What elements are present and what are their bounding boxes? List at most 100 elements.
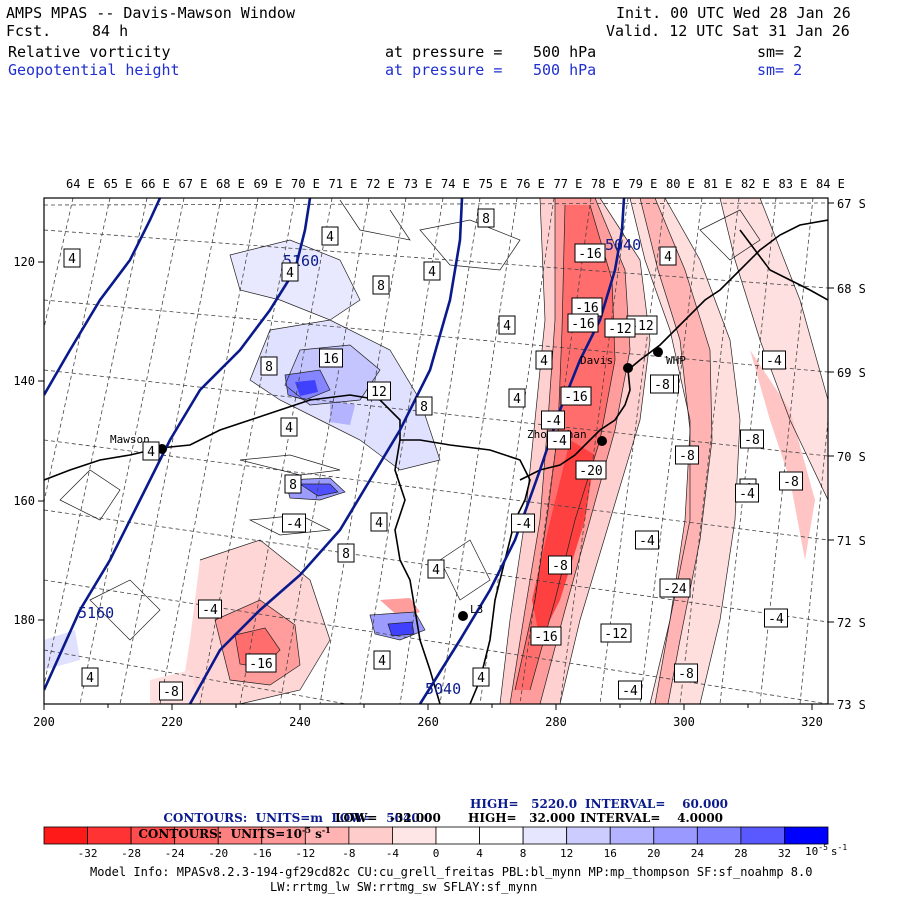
init-time: Init. 00 UTC Wed 28 Jan 26	[616, 4, 851, 22]
plot-frame	[43, 197, 829, 705]
whp-label: WHP	[666, 354, 686, 367]
vorticity-label: -4	[768, 612, 784, 627]
vorticity-label-box	[508, 388, 526, 408]
vorticity-label: -8	[654, 378, 670, 393]
lon-label: 75 E	[479, 177, 508, 191]
axis-ticks	[38, 202, 834, 710]
lon-label: 82 E	[741, 177, 770, 191]
vorticity-label-box	[142, 441, 160, 461]
y-tick-label: 120	[13, 255, 35, 269]
vorticity-label-box	[282, 513, 306, 533]
vorticity-label: 4	[428, 265, 436, 280]
vorticity-label: 4	[286, 266, 294, 281]
l3-marker[interactable]	[458, 611, 468, 621]
colorbar-label: 20	[647, 847, 660, 860]
colorbar-swatch	[784, 826, 829, 845]
x-tick-label: 300	[673, 715, 695, 729]
vorticity-label-box	[498, 315, 516, 335]
model-info-2: LW:rrtmg_lw SW:rrtmg_sw SFLAY:sf_mynn	[270, 880, 538, 894]
lon-label: 73 E	[404, 177, 433, 191]
davis-marker[interactable]	[623, 363, 633, 373]
height-label: 5160	[78, 604, 114, 622]
lon-label: 69 E	[254, 177, 283, 191]
vorticity-contour-info: CONTOURS: UNITS=10-5 s-1	[130, 811, 330, 841]
vorticity-label: -8	[744, 433, 760, 448]
vorticity-units-s: s	[315, 827, 322, 841]
vorticity-label: -16	[564, 390, 587, 405]
height-contour-units: CONTOURS: UNITS=m LOW= 5040.0	[163, 811, 433, 825]
map-plot-area: Mawson Davis WHP Zhongshan L3 5160 5040 …	[44, 198, 828, 704]
lat-label: 71 S	[837, 534, 866, 548]
vorticity-label: 4	[68, 252, 76, 267]
vorticity-label: -8	[783, 475, 799, 490]
y-tick-label: 160	[13, 494, 35, 508]
vorticity-label: 8	[289, 478, 297, 493]
height-label: 5040	[605, 236, 641, 254]
vorticity-label-box	[548, 555, 572, 575]
vorticity-contour-interval: INTERVAL= 4.0000	[580, 811, 724, 825]
height-contour-high: HIGH= 5220.0	[470, 797, 578, 811]
x-tick-label: 240	[289, 715, 311, 729]
lon-label: 68 E	[216, 177, 245, 191]
colorbar-label: -32	[78, 847, 98, 860]
vorticity-label-box	[659, 578, 691, 598]
lon-label: 72 E	[366, 177, 395, 191]
colorbar-swatch	[348, 826, 393, 845]
lat-label: 70 S	[837, 450, 866, 464]
lon-label: 66 E	[141, 177, 170, 191]
colorbar-swatch	[609, 826, 655, 845]
colorbar-swatch	[696, 826, 742, 845]
lon-label: 81 E	[704, 177, 733, 191]
vorticity-label-box	[319, 348, 343, 368]
colorbar-swatch	[392, 826, 437, 845]
vorticity-label-box	[81, 667, 99, 687]
colorbar-swatch	[740, 826, 785, 845]
vorticity-label: 4	[375, 516, 383, 531]
vorticity-label-box	[530, 626, 562, 646]
whp-marker[interactable]	[653, 347, 663, 357]
vorticity-label: 4	[477, 671, 485, 686]
model-info: Model Info: MPASv8.2.3-194-gf29cd82c CU:…	[90, 865, 813, 879]
height-contour-info: CONTOURS: UNITS=m LOW= 5040.0	[155, 797, 432, 825]
x-tick-label: 200	[33, 715, 55, 729]
vorticity-label: 8	[420, 400, 428, 415]
lon-label: 76 E	[516, 177, 545, 191]
colorbar-labels: -32 -28 -24 -20 -16 -12 -8 -4 0 4 8 12 16 20 24 28 32	[78, 847, 791, 860]
vorticity-label-box	[367, 381, 391, 401]
colorbar-swatch	[43, 826, 88, 845]
vorticity-label: 8	[377, 279, 385, 294]
vorticity-label-box	[281, 262, 299, 282]
colorbar-label: 16	[604, 847, 617, 860]
vorticity-label-box	[63, 248, 81, 268]
y-axis-labels: 120 140 160 180	[13, 255, 35, 627]
vorticity-label-box	[159, 681, 183, 701]
vorticity-label: -8	[552, 559, 568, 574]
pressure-value-2: 500 hPa	[533, 61, 597, 79]
vorticity-label: 8	[482, 212, 490, 227]
vorticity-label-box	[635, 530, 659, 550]
vorticity-label: -20	[579, 464, 602, 479]
vorticity-label: 4	[378, 654, 386, 669]
lon-label: 67 E	[179, 177, 208, 191]
colorbar-swatch	[522, 826, 568, 845]
vorticity-label: -16	[571, 317, 594, 332]
forecast-label: Fcst.	[6, 22, 52, 40]
vorticity-label-box	[284, 474, 302, 494]
field-vorticity: Relative vorticity	[8, 43, 171, 61]
vorticity-label-box	[198, 599, 222, 619]
zhongshan-marker[interactable]	[597, 436, 607, 446]
vorticity-label: -8	[163, 685, 179, 700]
davis-label: Davis	[580, 354, 613, 367]
vorticity-label-box	[575, 460, 607, 480]
longitude-labels: 64 E 65 E 66 E 67 E 68 E 69 E 70 E 71 E 72 E 73 E…	[66, 177, 845, 191]
vorticity-label-box	[472, 667, 490, 687]
vorticity-label-box	[477, 208, 495, 228]
colorbar-swatch	[87, 826, 132, 845]
colorbar-label: 4	[476, 847, 483, 860]
vorticity-label-box	[260, 356, 278, 376]
y-tick-label: 140	[13, 374, 35, 388]
vorticity-label: 8	[342, 547, 350, 562]
colorbar-label: -28	[121, 847, 141, 860]
vorticity-units-exp: -5	[302, 825, 311, 835]
